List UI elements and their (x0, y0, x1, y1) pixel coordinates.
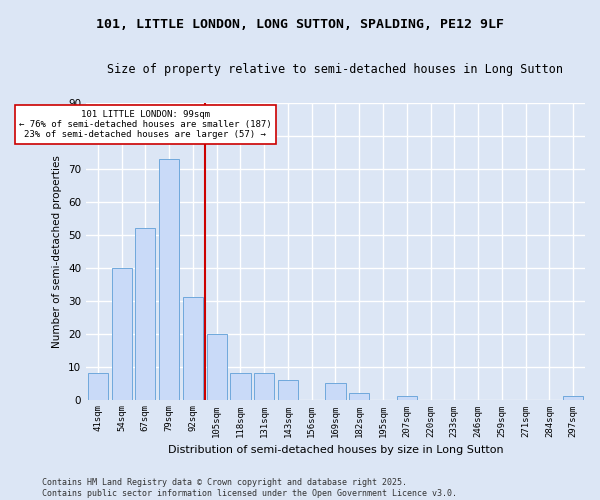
Bar (254, 373, 274, 400)
Bar (206, 334, 227, 400)
Bar (325, 383, 346, 400)
Bar (112, 268, 132, 400)
Bar (230, 373, 251, 400)
Bar (159, 159, 179, 400)
Bar (278, 380, 298, 400)
Text: 101, LITTLE LONDON, LONG SUTTON, SPALDING, PE12 9LF: 101, LITTLE LONDON, LONG SUTTON, SPALDIN… (96, 18, 504, 30)
Text: 101 LITTLE LONDON: 99sqm
← 76% of semi-detached houses are smaller (187)
23% of : 101 LITTLE LONDON: 99sqm ← 76% of semi-d… (19, 110, 272, 140)
Bar (135, 228, 155, 400)
X-axis label: Distribution of semi-detached houses by size in Long Sutton: Distribution of semi-detached houses by … (167, 445, 503, 455)
Bar (88, 373, 108, 400)
Text: Contains HM Land Registry data © Crown copyright and database right 2025.
Contai: Contains HM Land Registry data © Crown c… (42, 478, 457, 498)
Bar (563, 396, 583, 400)
Bar (183, 298, 203, 400)
Bar (349, 393, 370, 400)
Bar (397, 396, 417, 400)
Y-axis label: Number of semi-detached properties: Number of semi-detached properties (52, 155, 62, 348)
Title: Size of property relative to semi-detached houses in Long Sutton: Size of property relative to semi-detach… (107, 62, 563, 76)
